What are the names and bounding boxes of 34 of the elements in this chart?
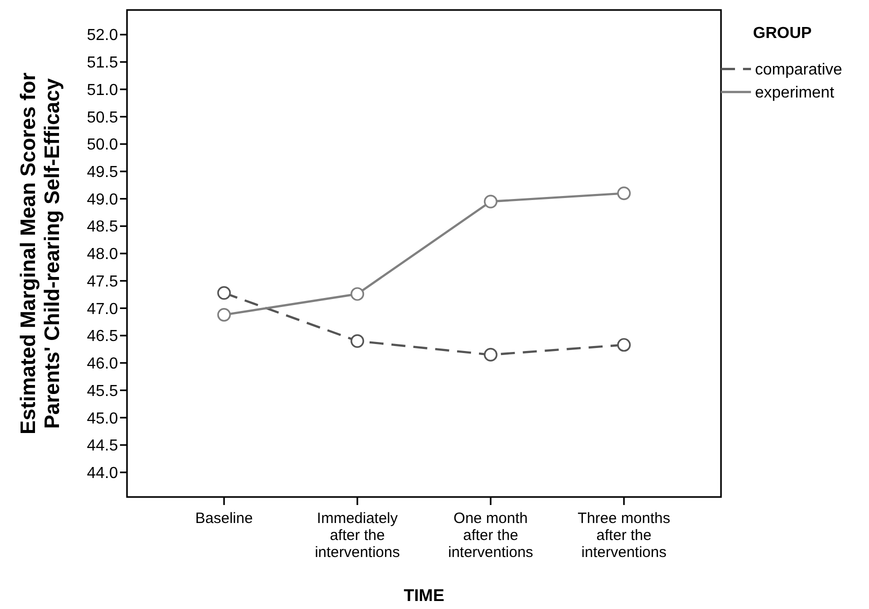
x-tick-label: Baseline bbox=[195, 510, 253, 527]
y-tick-label: 50.5 bbox=[86, 109, 118, 126]
y-tick-label: 45.5 bbox=[86, 382, 118, 400]
y-tick-label: 47.5 bbox=[86, 273, 118, 290]
legend-label: experiment bbox=[755, 84, 835, 102]
y-tick-label: 52.0 bbox=[86, 27, 118, 44]
x-tick-label: One month after the interventions bbox=[448, 510, 534, 561]
y-tick-label: 44.0 bbox=[86, 464, 118, 482]
y-tick-label: 49.5 bbox=[86, 164, 118, 182]
x-tick-label: Three months after the interventions bbox=[578, 510, 670, 561]
y-tick-label: 45.0 bbox=[86, 410, 118, 428]
x-axis-title: TIME bbox=[404, 586, 444, 605]
point bbox=[350, 334, 364, 348]
y-tick-label: 51.5 bbox=[86, 54, 118, 72]
point bbox=[617, 186, 631, 200]
y-tick-label: 47.0 bbox=[86, 300, 118, 318]
y-tick-label: 48.5 bbox=[86, 218, 118, 236]
point bbox=[484, 194, 498, 208]
point bbox=[217, 308, 231, 322]
y-tick-label: 44.5 bbox=[86, 438, 118, 455]
legend-label: comparative bbox=[755, 62, 842, 79]
y-tick-label: 51.0 bbox=[86, 82, 118, 99]
y-tick-label: 46.0 bbox=[86, 356, 118, 373]
legend-title: GROUP bbox=[753, 25, 812, 42]
y-tick-label: 46.5 bbox=[86, 328, 118, 346]
y-tick-label: 48.0 bbox=[86, 246, 118, 264]
x-tick-label: Immediately after the interventions bbox=[314, 510, 400, 561]
point bbox=[350, 287, 364, 301]
point bbox=[617, 338, 631, 352]
point bbox=[217, 286, 231, 300]
point bbox=[484, 348, 498, 362]
y-axis-title: Estimated Marginal Mean Scores for Parents' Child-rearing Self-Efficacy bbox=[17, 72, 64, 434]
y-tick-label: 49.0 bbox=[86, 191, 118, 208]
y-tick-label: 50.0 bbox=[86, 136, 118, 154]
